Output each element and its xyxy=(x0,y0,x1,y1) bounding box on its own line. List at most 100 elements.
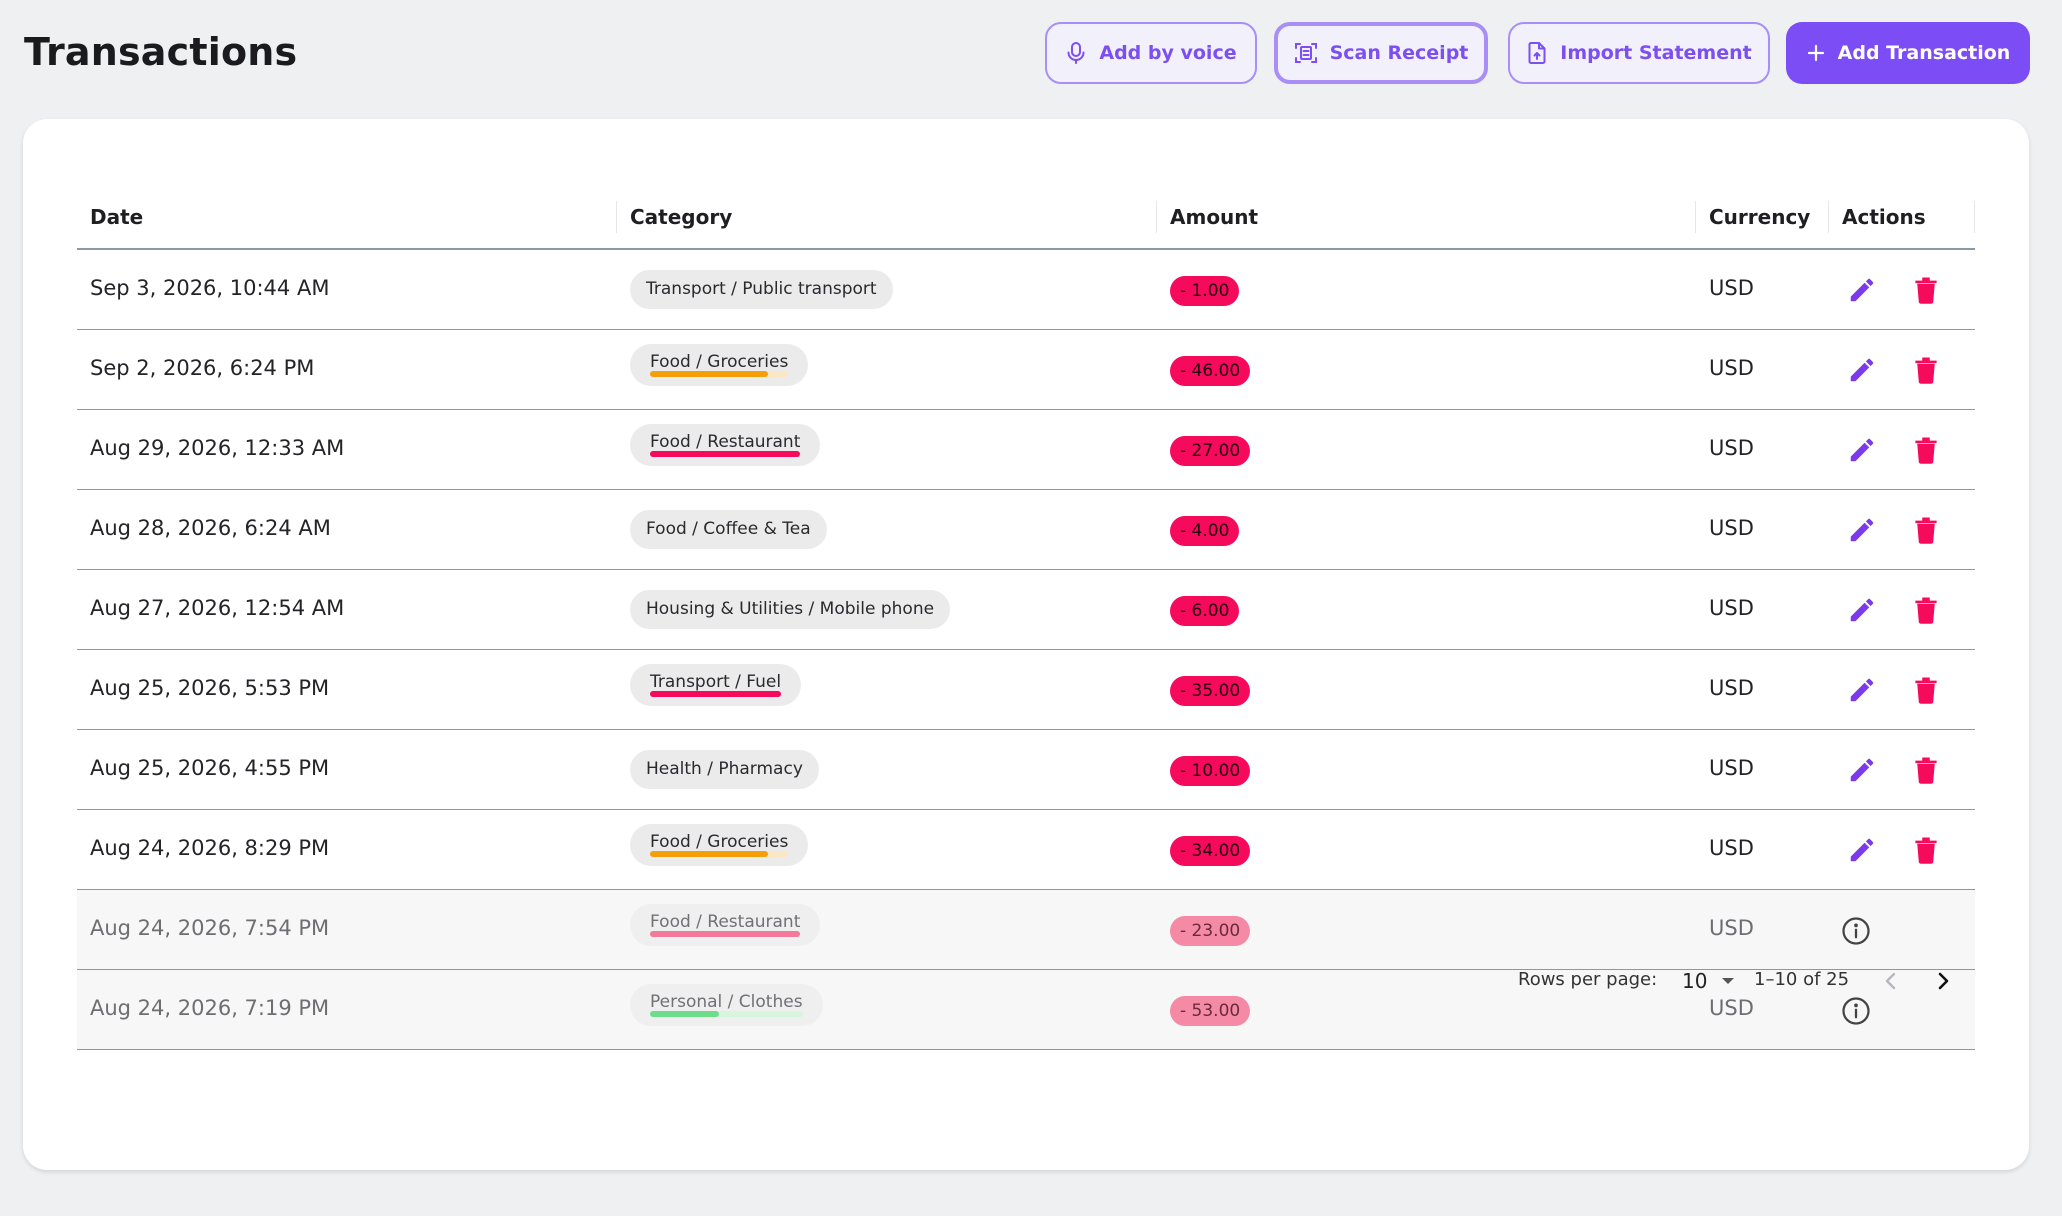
category-label: Transport / Fuel xyxy=(650,672,782,692)
transaction-date: Aug 24, 2026, 7:54 PM xyxy=(90,916,330,940)
scan-receipt-label: Scan Receipt xyxy=(1329,42,1469,64)
category-chip: Housing & Utilities / Mobile phone xyxy=(630,590,951,629)
table-row[interactable]: Aug 27, 2026, 12:54 AM Housing & Utiliti… xyxy=(77,570,1975,650)
edit-icon[interactable] xyxy=(1847,595,1877,625)
edit-icon[interactable] xyxy=(1847,275,1877,305)
delete-icon[interactable] xyxy=(1913,355,1939,385)
currency-code: USD xyxy=(1709,676,1754,700)
info-icon[interactable] xyxy=(1841,996,1871,1026)
transaction-date: Aug 25, 2026, 5:53 PM xyxy=(90,676,330,700)
column-separator xyxy=(1156,201,1157,233)
delete-icon[interactable] xyxy=(1913,435,1939,465)
currency-code: USD xyxy=(1709,916,1754,940)
rows-per-page-value: 10 xyxy=(1682,969,1708,993)
amount-badge: - 27.00 xyxy=(1170,436,1251,466)
currency-code: USD xyxy=(1709,996,1754,1020)
budget-progress-fill xyxy=(650,851,768,857)
table-row[interactable]: Sep 2, 2026, 6:24 PM Food / Groceries - … xyxy=(77,330,1975,410)
category-label: Food / Coffee & Tea xyxy=(646,519,811,539)
delete-icon[interactable] xyxy=(1913,595,1939,625)
add-transaction-button[interactable]: Add Transaction xyxy=(1786,22,2030,84)
delete-icon[interactable] xyxy=(1913,515,1939,545)
plus-icon xyxy=(1806,43,1826,63)
transactions-card: Date Category Amount Currency Actions Se… xyxy=(23,119,2029,1170)
transaction-date: Sep 3, 2026, 10:44 AM xyxy=(90,276,330,300)
table-row[interactable]: Sep 3, 2026, 10:44 AM Transport / Public… xyxy=(77,250,1975,330)
table-body: Sep 3, 2026, 10:44 AM Transport / Public… xyxy=(77,250,1975,1050)
currency-code: USD xyxy=(1709,356,1754,380)
table-row[interactable]: Aug 24, 2026, 8:29 PM Food / Groceries -… xyxy=(77,810,1975,890)
add-by-voice-button[interactable]: Add by voice xyxy=(1045,22,1257,84)
edit-icon[interactable] xyxy=(1847,435,1877,465)
table-row[interactable]: Aug 25, 2026, 4:55 PM Health / Pharmacy … xyxy=(77,730,1975,810)
category-chip: Health / Pharmacy xyxy=(630,750,819,789)
edit-icon[interactable] xyxy=(1847,835,1877,865)
transaction-date: Sep 2, 2026, 6:24 PM xyxy=(90,356,315,380)
page-header: Transactions Add by voice Scan Receipt xyxy=(24,22,2030,88)
currency-code: USD xyxy=(1709,836,1754,860)
edit-icon[interactable] xyxy=(1847,355,1877,385)
table-row[interactable]: Aug 24, 2026, 7:54 PM Food / Restaurant … xyxy=(77,890,1975,970)
column-separator xyxy=(1828,201,1829,233)
currency-code: USD xyxy=(1709,596,1754,620)
next-page-button[interactable] xyxy=(1927,965,1959,997)
transaction-date: Aug 25, 2026, 4:55 PM xyxy=(90,756,330,780)
currency-code: USD xyxy=(1709,516,1754,540)
category-chip: Food / Restaurant xyxy=(630,904,821,946)
amount-badge: - 23.00 xyxy=(1170,916,1251,946)
amount-badge: - 1.00 xyxy=(1170,276,1240,306)
column-separator xyxy=(1974,201,1975,233)
budget-progress-bar xyxy=(650,691,782,697)
delete-icon[interactable] xyxy=(1913,835,1939,865)
category-chip: Transport / Public transport xyxy=(630,270,893,309)
edit-icon[interactable] xyxy=(1847,675,1877,705)
category-chip: Food / Coffee & Tea xyxy=(630,510,827,549)
table-row[interactable]: Aug 29, 2026, 12:33 AM Food / Restaurant… xyxy=(77,410,1975,490)
column-header-amount[interactable]: Amount xyxy=(1170,205,1259,229)
table-header: Date Category Amount Currency Actions xyxy=(77,193,1975,250)
edit-icon[interactable] xyxy=(1847,515,1877,545)
budget-progress-fill xyxy=(650,371,768,377)
column-separator xyxy=(616,201,617,233)
budget-progress-fill xyxy=(650,451,801,457)
budget-progress-fill xyxy=(650,1011,719,1017)
scan-receipt-button[interactable]: Scan Receipt xyxy=(1274,22,1488,84)
column-header-currency[interactable]: Currency xyxy=(1709,205,1811,229)
import-statement-button[interactable]: Import Statement xyxy=(1508,22,1770,84)
delete-icon[interactable] xyxy=(1913,675,1939,705)
category-chip: Food / Groceries xyxy=(630,824,809,866)
previous-page-button[interactable] xyxy=(1875,965,1907,997)
table-pagination: Rows per page: 10 1–10 of 25 xyxy=(77,949,1975,1009)
budget-progress-bar xyxy=(650,1011,803,1017)
category-label: Food / Groceries xyxy=(650,352,789,372)
currency-code: USD xyxy=(1709,756,1754,780)
budget-progress-bar xyxy=(650,371,789,377)
currency-code: USD xyxy=(1709,276,1754,300)
column-header-category[interactable]: Category xyxy=(630,205,733,229)
table-row[interactable]: Aug 25, 2026, 5:53 PM Transport / Fuel -… xyxy=(77,650,1975,730)
table-row[interactable]: Aug 28, 2026, 6:24 AM Food / Coffee & Te… xyxy=(77,490,1975,570)
transaction-date: Aug 27, 2026, 12:54 AM xyxy=(90,596,345,620)
amount-badge: - 35.00 xyxy=(1170,676,1251,706)
budget-progress-fill xyxy=(650,691,782,697)
amount-badge: - 4.00 xyxy=(1170,516,1240,546)
rows-per-page-label: Rows per page: xyxy=(1518,969,1658,990)
transaction-date: Aug 24, 2026, 7:19 PM xyxy=(90,996,330,1020)
rows-per-page-select[interactable]: 10 xyxy=(1682,965,1735,997)
delete-icon[interactable] xyxy=(1913,275,1939,305)
category-label: Personal / Clothes xyxy=(650,992,803,1012)
table-row[interactable]: Aug 24, 2026, 7:19 PM Personal / Clothes… xyxy=(77,970,1975,1050)
transactions-table: Date Category Amount Currency Actions Se… xyxy=(77,193,1975,1050)
edit-icon[interactable] xyxy=(1847,755,1877,785)
delete-icon[interactable] xyxy=(1913,755,1939,785)
category-label: Housing & Utilities / Mobile phone xyxy=(646,599,935,619)
budget-progress-bar xyxy=(650,451,801,457)
import-statement-label: Import Statement xyxy=(1560,42,1752,64)
column-header-date[interactable]: Date xyxy=(90,205,144,229)
transaction-date: Aug 29, 2026, 12:33 AM xyxy=(90,436,345,460)
column-header-actions: Actions xyxy=(1842,205,1926,229)
microphone-icon xyxy=(1065,41,1087,65)
info-icon[interactable] xyxy=(1841,916,1871,946)
category-label: Food / Groceries xyxy=(650,832,789,852)
category-chip: Transport / Fuel xyxy=(630,664,802,706)
